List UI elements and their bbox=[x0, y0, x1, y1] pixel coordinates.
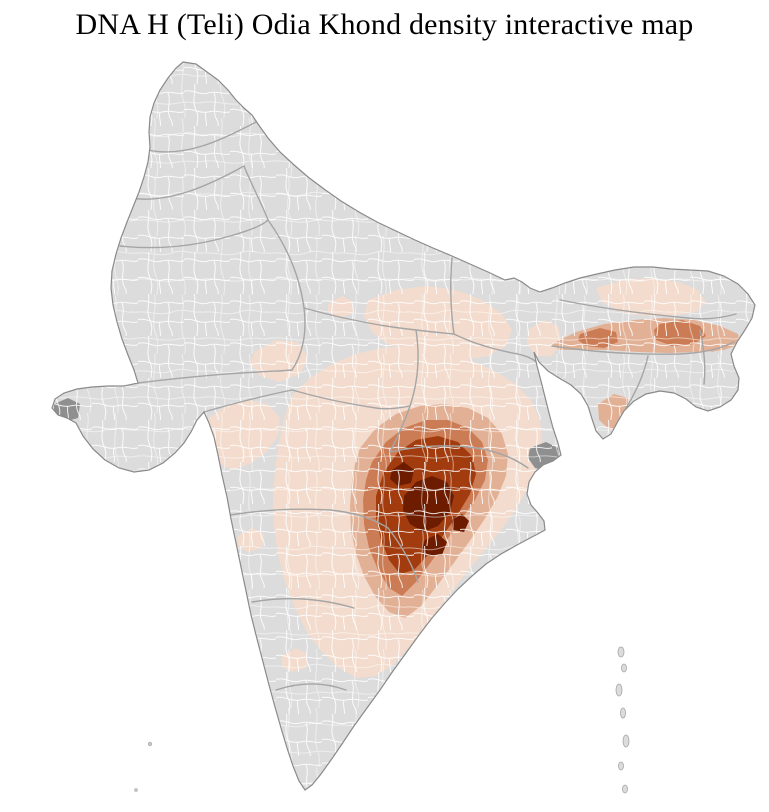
india-outline bbox=[51, 61, 756, 791]
district-grid-overlay-large bbox=[52, 62, 755, 790]
lakshadweep-islands[interactable] bbox=[134, 741, 153, 792]
andaman-nicobar-islands[interactable] bbox=[615, 646, 630, 794]
page-title: DNA H (Teli) Odia Khond density interact… bbox=[75, 8, 694, 41]
state-borders bbox=[119, 121, 737, 691]
